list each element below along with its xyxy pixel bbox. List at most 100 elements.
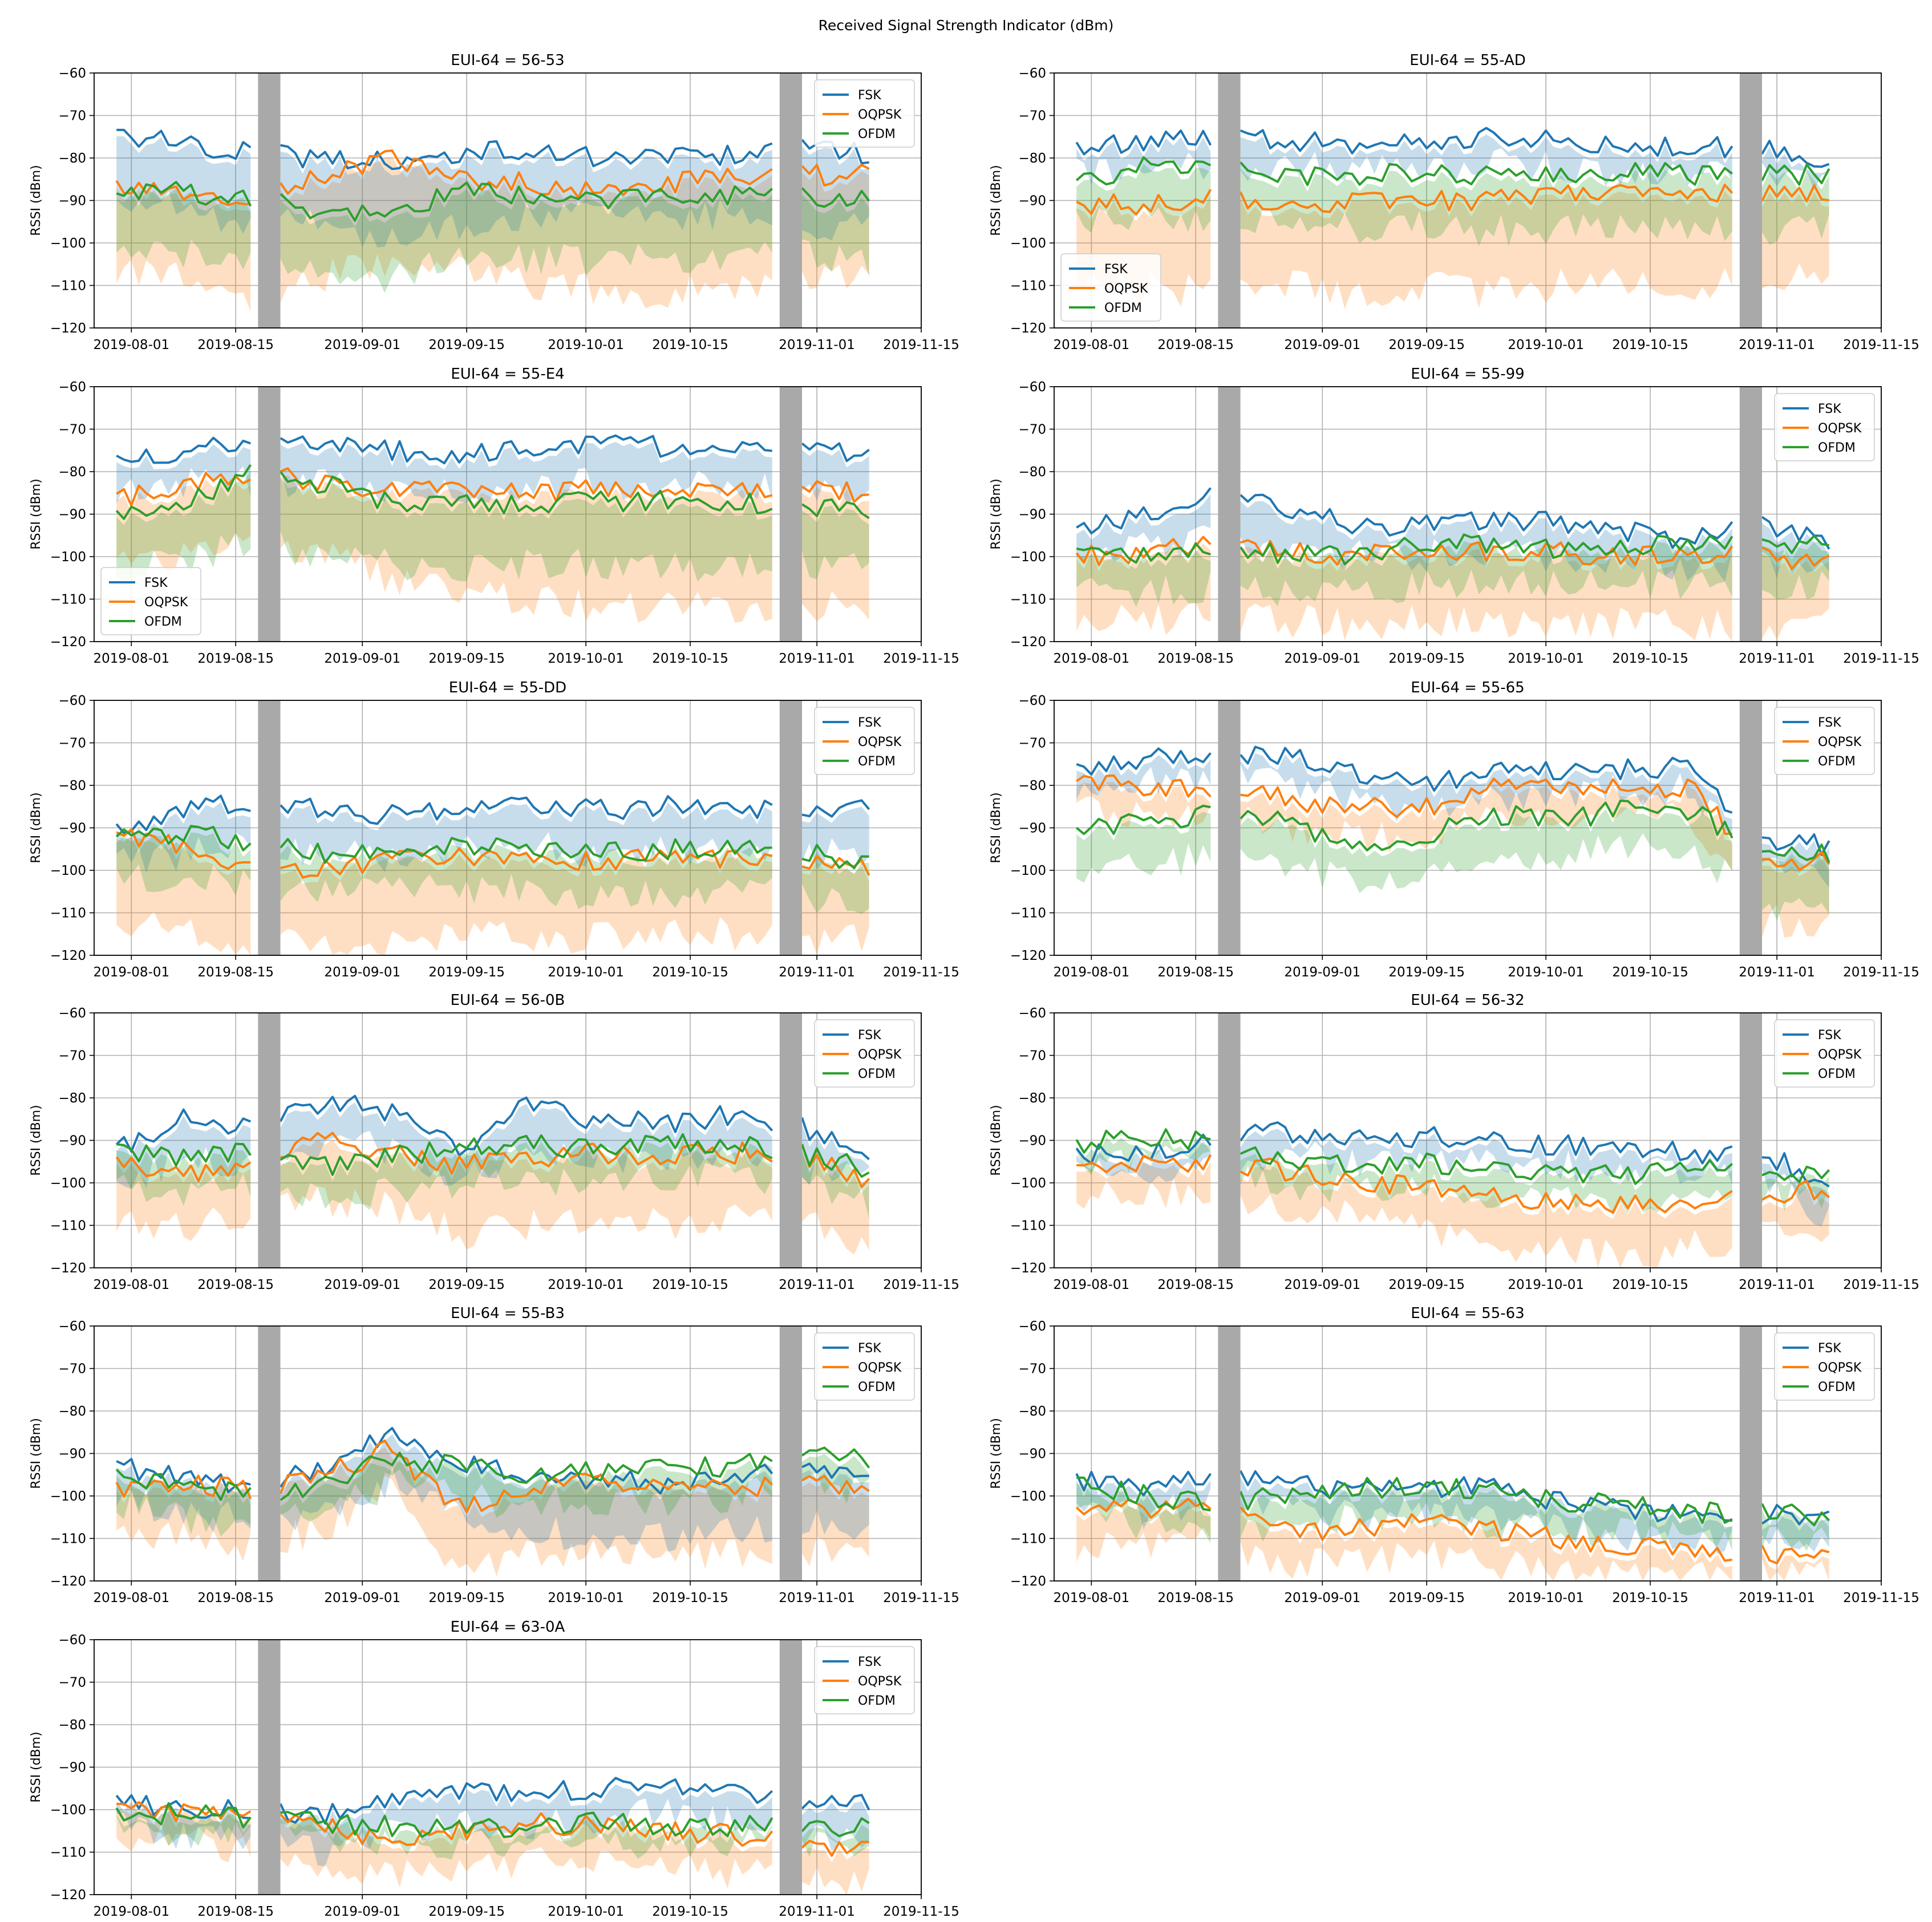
series-line-fsk	[801, 442, 870, 463]
chart-panel: −120 −110 −100 −90 −80 −70 −60 2019-08-01 2019-0…	[989, 366, 1919, 666]
series-line-fsk	[1076, 487, 1212, 534]
y-axis-label: RSSI (dBm)	[989, 165, 1003, 236]
series-line-oqpsk	[1240, 777, 1732, 836]
legend-label-ofdm: OFDM	[858, 755, 896, 769]
y-tick-label: −120	[1010, 635, 1046, 650]
x-tick-label: 2019-08-15	[1157, 965, 1234, 980]
band-ofdm	[1076, 1136, 1211, 1175]
band-oqpsk	[1240, 785, 1732, 871]
band-oqpsk	[116, 1482, 251, 1562]
x-tick-label: 2019-09-01	[324, 965, 400, 980]
series-line-ofdm	[1761, 163, 1830, 186]
legend-box	[1774, 1332, 1875, 1401]
y-tick-label: −110	[50, 1532, 86, 1547]
y-axis-label: RSSI (dBm)	[29, 1105, 43, 1175]
data-gap-span	[1739, 387, 1762, 642]
band-oqpsk	[280, 854, 772, 955]
y-tick-label: −100	[1010, 236, 1046, 251]
series-line-oqpsk	[1240, 1157, 1733, 1214]
y-tick-label: −110	[1010, 279, 1046, 294]
series-line-ofdm	[116, 181, 252, 207]
legend-label-oqpsk: OQPSK	[1818, 1048, 1862, 1062]
series-line-oqpsk	[115, 1156, 252, 1183]
band-fsk	[1240, 1477, 1732, 1554]
band-oqpsk	[1240, 1514, 1732, 1581]
y-tick-label: −80	[58, 1404, 86, 1419]
y-tick-label: −90	[1018, 508, 1046, 522]
y-tick-label: −90	[58, 1761, 86, 1775]
y-tick-label: −100	[1010, 1489, 1046, 1504]
band-ofdm	[802, 851, 869, 914]
band-ofdm	[802, 1150, 869, 1219]
legend-label-oqpsk: OQPSK	[858, 1048, 902, 1062]
y-tick-label: −110	[1010, 906, 1046, 921]
series-line-ofdm	[280, 1451, 773, 1501]
band-ofdm	[802, 506, 869, 579]
legend-label-fsk: FSK	[144, 576, 168, 590]
x-tick-label: 2019-10-15	[652, 1904, 728, 1919]
band-ofdm	[116, 1475, 251, 1536]
legend-box	[814, 1332, 915, 1401]
x-tick-label: 2019-08-15	[1157, 651, 1234, 666]
series-line-oqpsk	[1076, 189, 1212, 216]
series-line-oqpsk	[1761, 1544, 1830, 1564]
series-line-fsk	[801, 1794, 870, 1811]
x-tick-label: 2019-08-15	[197, 1278, 274, 1292]
series-line-fsk	[1240, 127, 1733, 159]
series-line-oqpsk	[1761, 1179, 1830, 1204]
y-tick-label: −70	[58, 423, 86, 437]
series-line-oqpsk	[801, 480, 869, 503]
x-tick-label: 2019-11-01	[1739, 651, 1815, 666]
data-gap-span	[258, 73, 281, 328]
band-oqpsk	[1076, 1161, 1211, 1209]
series-line-ofdm	[1240, 161, 1733, 186]
band-fsk	[802, 1124, 869, 1185]
legend-label-ofdm: OFDM	[1818, 1380, 1856, 1394]
band-fsk	[280, 441, 772, 503]
x-tick-label: 2019-08-01	[93, 651, 169, 666]
x-tick-label: 2019-08-15	[1157, 1591, 1234, 1605]
y-tick-label: −70	[1018, 1362, 1046, 1377]
x-tick-label: 2019-11-15	[883, 1591, 959, 1605]
data-gap-span	[258, 1326, 281, 1581]
series-line-ofdm	[1075, 156, 1212, 186]
data-gap-span	[1739, 73, 1762, 328]
band-fsk	[1240, 501, 1732, 582]
x-tick-label: 2019-11-15	[1843, 651, 1919, 666]
y-tick-label: −70	[58, 1676, 86, 1690]
chart-panel: −120 −110 −100 −90 −80 −70 −60 2019-08-01 2019-0…	[29, 1305, 959, 1605]
y-tick-label: −120	[50, 1888, 86, 1903]
y-tick-label: −80	[1018, 1404, 1046, 1419]
y-tick-label: −110	[1010, 1219, 1046, 1234]
x-tick-label: 2019-11-01	[1739, 1591, 1815, 1605]
y-tick-label: −110	[50, 279, 86, 294]
x-tick-label: 2019-08-15	[197, 651, 274, 666]
y-tick-label: −120	[1010, 321, 1046, 336]
x-tick-label: 2019-10-15	[1612, 338, 1688, 352]
x-tick-label: 2019-09-01	[1284, 338, 1360, 352]
band-ofdm	[802, 194, 869, 277]
y-tick-label: −90	[58, 1134, 86, 1149]
series-line-fsk	[801, 1462, 869, 1479]
y-tick-label: −80	[58, 1091, 86, 1106]
legend-label-fsk: FSK	[858, 1028, 881, 1043]
series-line-ofdm	[1076, 1476, 1211, 1512]
y-tick-label: −80	[58, 778, 86, 793]
series-line-ofdm	[1240, 800, 1733, 851]
band-oqpsk	[1762, 553, 1829, 640]
x-tick-label: 2019-11-01	[1739, 965, 1815, 980]
y-tick-label: −110	[1010, 593, 1046, 607]
y-tick-label: −70	[58, 1049, 86, 1064]
x-tick-label: 2019-08-15	[197, 1904, 274, 1919]
series-line-fsk	[1240, 493, 1733, 549]
band-ofdm	[1762, 542, 1829, 600]
band-oqpsk	[1762, 192, 1829, 290]
band-oqpsk	[802, 1482, 869, 1566]
y-tick-label: −110	[50, 906, 86, 921]
data-gap-span	[258, 700, 281, 955]
band-fsk	[116, 802, 251, 874]
y-tick-label: −100	[1010, 1176, 1046, 1191]
band-oqpsk	[802, 487, 869, 622]
y-tick-label: −90	[1018, 821, 1046, 836]
y-tick-label: −120	[50, 1574, 86, 1589]
